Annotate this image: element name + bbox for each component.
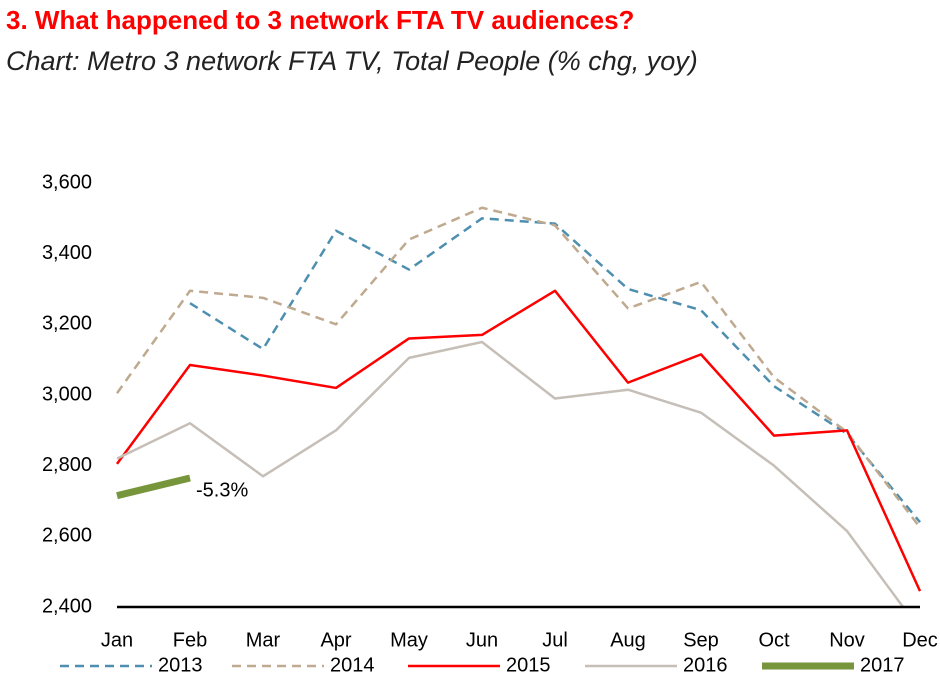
y-tick-label: 2,400 [42, 595, 92, 617]
x-tick-label: Aug [610, 629, 646, 651]
series-line [189, 217, 921, 523]
x-tick-label: Jun [466, 629, 498, 651]
legend-label: 2014 [330, 654, 375, 676]
x-tick-label: Apr [320, 629, 351, 651]
series-line [115, 206, 921, 529]
plot-area [115, 206, 922, 607]
x-tick-label: Nov [829, 629, 865, 651]
x-tick-label: Dec [902, 629, 938, 651]
y-tick-label: 2,800 [42, 454, 92, 476]
annotation: -5.3% [196, 479, 248, 501]
series-line [116, 340, 905, 607]
legend-label: 2013 [158, 654, 203, 676]
x-tick-label: May [390, 629, 428, 651]
x-tick-label: Sep [683, 629, 719, 651]
legend-label: 2016 [683, 654, 728, 676]
series-line [115, 289, 922, 592]
x-tick-label: Oct [758, 629, 790, 651]
y-tick-label: 3,400 [42, 242, 92, 264]
legend-label: 2015 [506, 654, 551, 676]
x-tick-label: Mar [246, 629, 281, 651]
chart-subtitle: Chart: Metro 3 network FTA TV, Total Peo… [6, 46, 698, 76]
series-line [116, 474, 191, 500]
x-tick-label: Jul [542, 629, 568, 651]
chart-title: 3. What happened to 3 network FTA TV aud… [6, 5, 634, 35]
y-tick-label: 3,200 [42, 313, 92, 335]
legend-label: 2017 [860, 654, 905, 676]
y-tick-label: 2,600 [42, 525, 92, 547]
x-tick-label: Feb [173, 629, 207, 651]
y-tick-label: 3,000 [42, 383, 92, 405]
x-tick-label: Jan [101, 629, 133, 651]
y-tick-label: 3,600 [42, 171, 92, 193]
